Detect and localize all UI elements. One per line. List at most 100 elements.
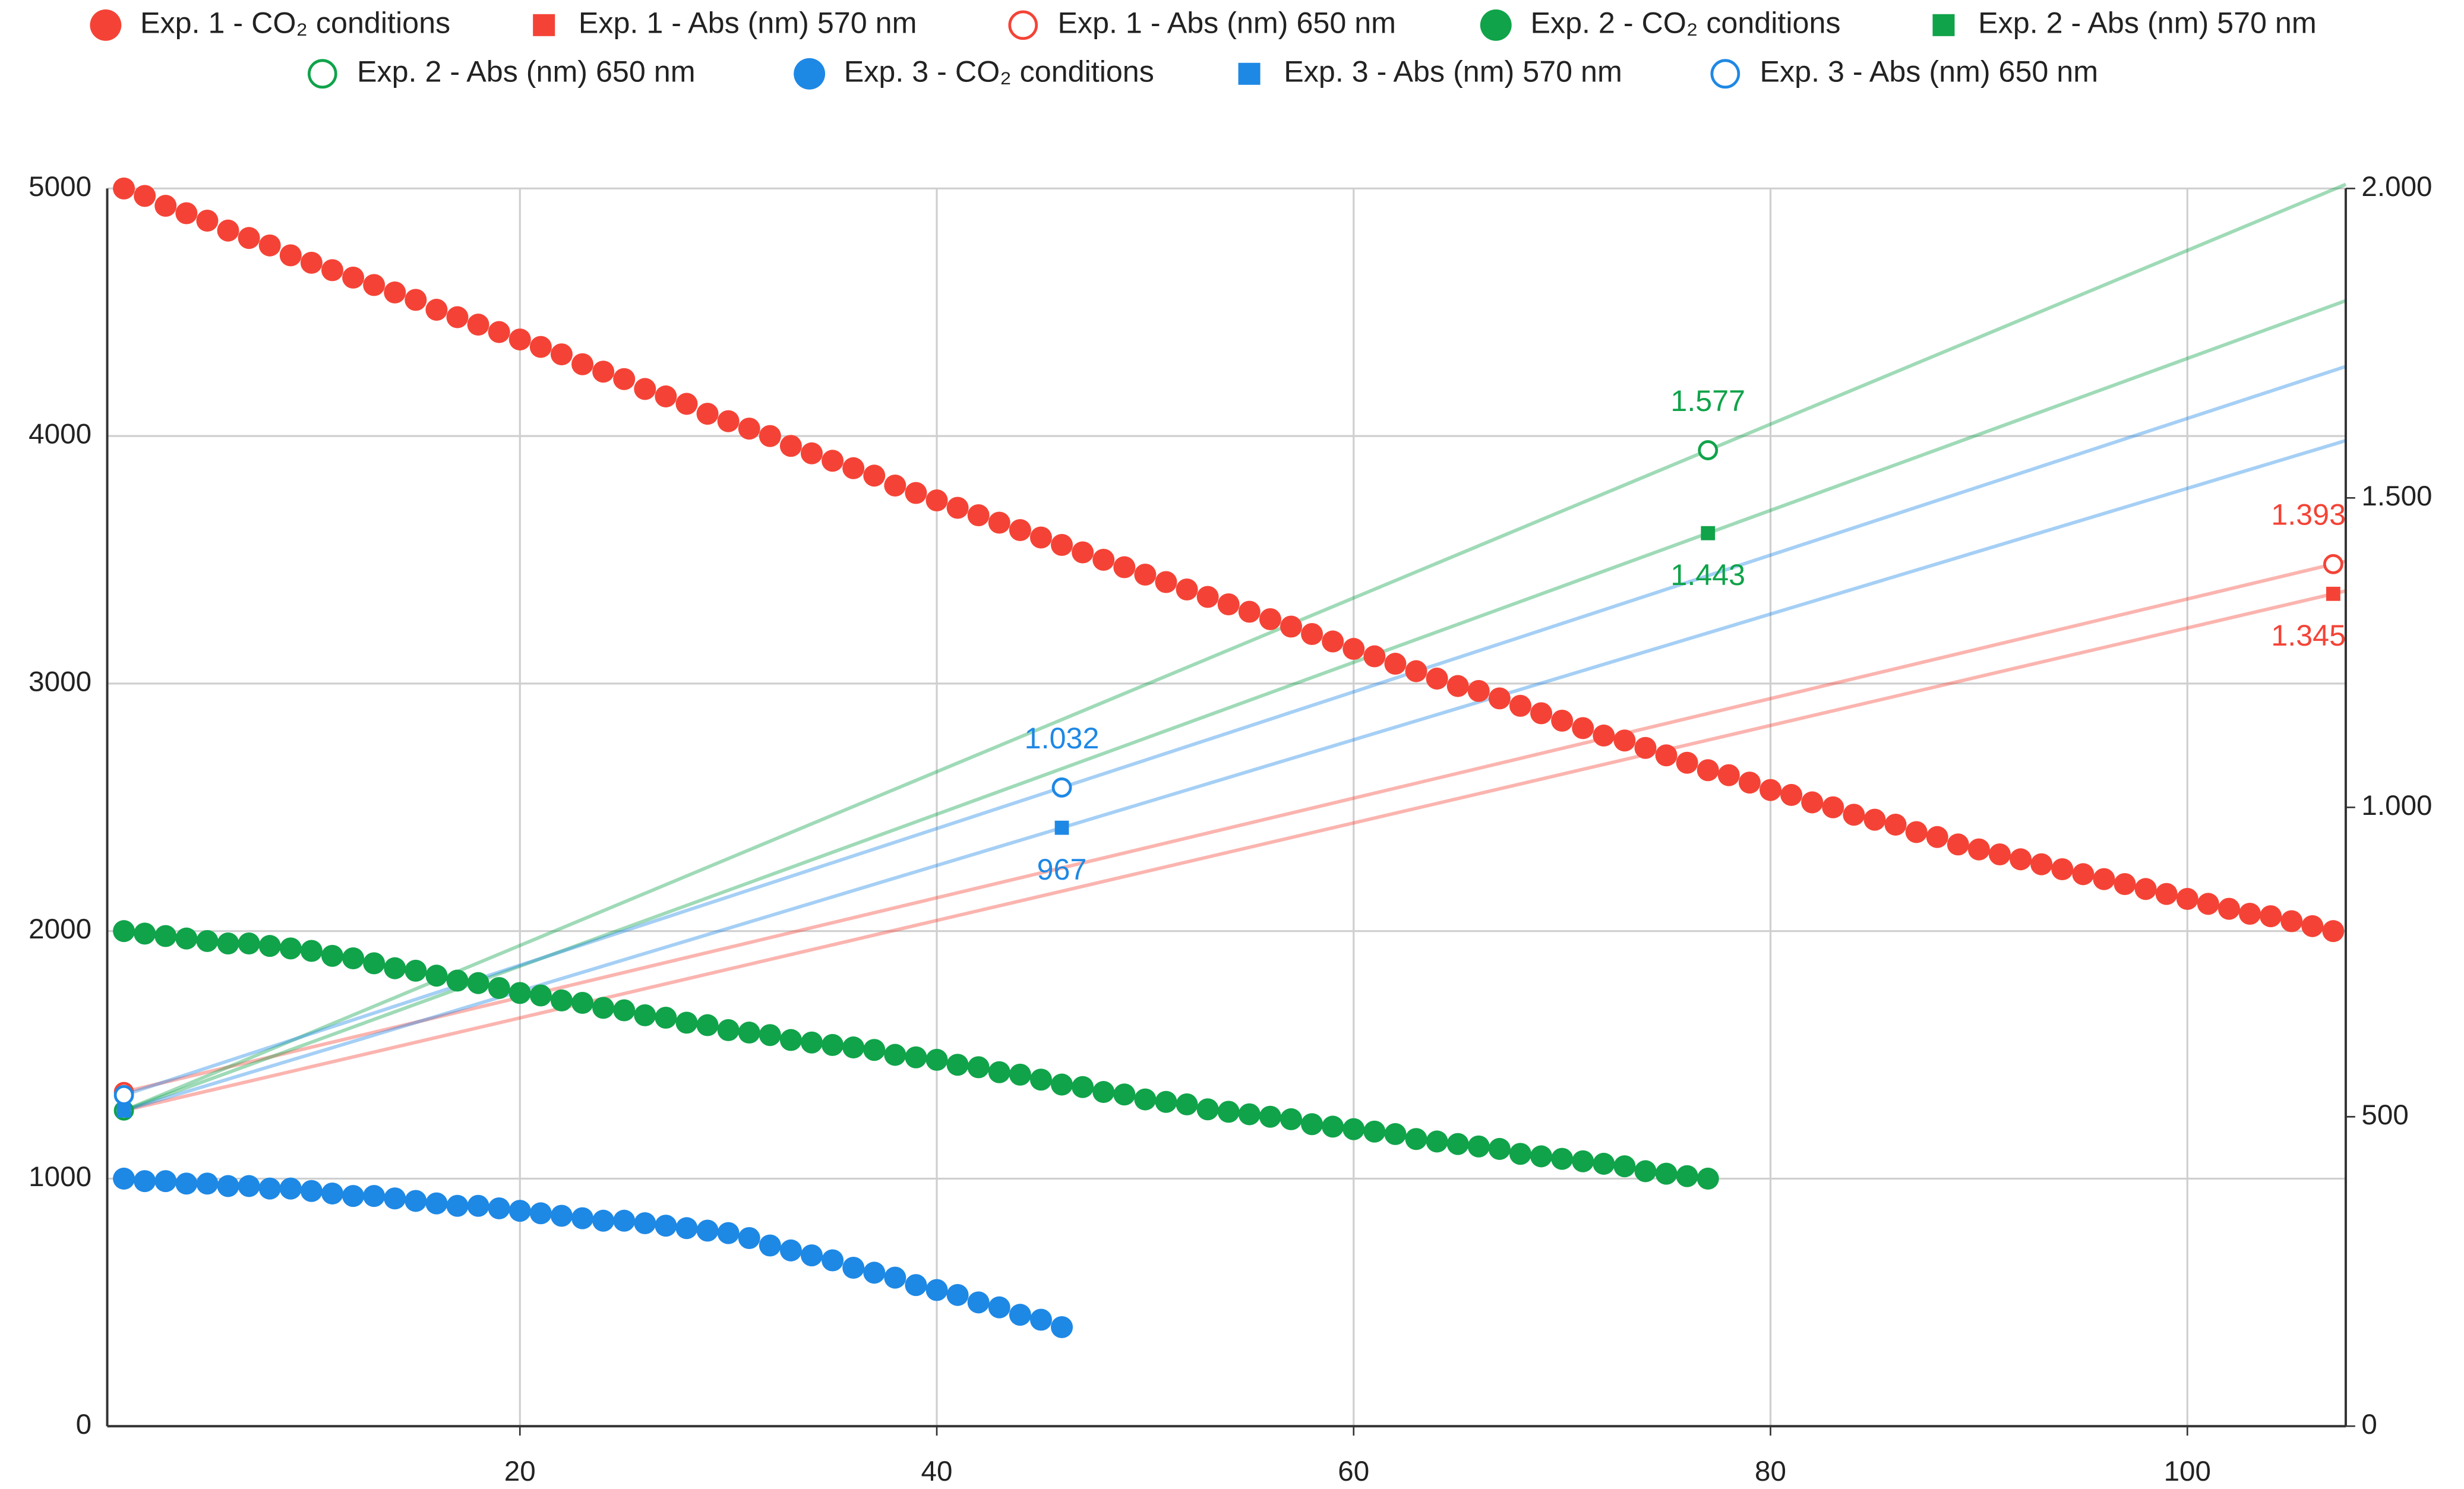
- circle-marker: [2217, 897, 2240, 920]
- circle-marker: [488, 977, 510, 1000]
- circle-marker: [1426, 668, 1448, 690]
- circle-marker: [863, 464, 886, 487]
- data-label: 1.032: [1025, 722, 1100, 755]
- x-tick-label: 80: [1755, 1456, 1786, 1487]
- legend-label: Exp. 2 - Abs (nm) 570 nm: [1978, 7, 2317, 40]
- circle-marker: [279, 244, 302, 267]
- open-circle-marker: [1698, 440, 1719, 461]
- y-tick-label: 5000: [29, 171, 91, 203]
- circle-marker: [1301, 623, 1323, 646]
- data-label: 1.443: [1670, 558, 1745, 592]
- circle-marker: [1509, 1143, 1531, 1165]
- circle-marker: [1843, 804, 1865, 826]
- circle-marker: [342, 1185, 365, 1207]
- circle-marker: [1655, 744, 1678, 767]
- circle-marker: [655, 385, 677, 407]
- circle-marker: [1342, 1118, 1365, 1140]
- open-circle-marker: [307, 59, 337, 89]
- circle-marker: [196, 930, 219, 952]
- circle-marker: [967, 1291, 990, 1314]
- circle-marker: [1446, 675, 1469, 697]
- circle-marker: [1134, 1088, 1157, 1111]
- circle-marker: [696, 1219, 719, 1242]
- circle-marker: [1217, 1101, 1240, 1123]
- circle-marker: [675, 1217, 698, 1240]
- circle-marker: [779, 1239, 802, 1262]
- circle-marker: [363, 952, 386, 975]
- circle-marker: [822, 1249, 844, 1272]
- circle-marker: [217, 1175, 239, 1197]
- y2-tick-label: 1.000: [2361, 790, 2432, 821]
- circle-marker: [196, 210, 219, 232]
- circle-marker: [884, 474, 906, 497]
- circle-marker: [1155, 1090, 1177, 1113]
- circle-marker: [1363, 1120, 1386, 1143]
- circle-marker: [779, 435, 802, 457]
- circle-marker: [1467, 679, 1490, 702]
- circle-marker: [988, 1061, 1010, 1083]
- circle-marker: [154, 1170, 177, 1193]
- circle-marker: [1051, 1073, 1073, 1096]
- circle-marker: [1634, 736, 1657, 759]
- circle-marker: [1113, 556, 1136, 578]
- circle-marker: [1322, 1115, 1344, 1138]
- circle-marker: [988, 1296, 1010, 1319]
- square-marker: [533, 14, 555, 36]
- circle-marker: [1905, 821, 1928, 843]
- circle-marker: [1988, 843, 2011, 865]
- circle-marker: [2239, 902, 2261, 925]
- circle-marker: [1738, 772, 1761, 794]
- circle-marker: [384, 1187, 406, 1210]
- y-tick-label: 4000: [29, 419, 91, 450]
- circle-marker: [2134, 878, 2157, 900]
- circle-marker: [2093, 868, 2115, 890]
- circle-marker: [238, 932, 260, 955]
- circle-marker: [613, 999, 636, 1022]
- legend-label: Exp. 3 - Abs (nm) 650 nm: [1760, 55, 2099, 88]
- circle-marker: [696, 403, 719, 425]
- circle-marker: [446, 306, 469, 328]
- circle-marker: [550, 343, 573, 366]
- circle-marker: [1634, 1160, 1657, 1183]
- circle-marker: [1509, 694, 1531, 717]
- circle-marker: [238, 1175, 260, 1197]
- circle-marker: [634, 1212, 656, 1234]
- circle-marker: [1113, 1083, 1136, 1106]
- circle-marker: [1029, 526, 1052, 549]
- circle-marker: [446, 969, 469, 992]
- circle-marker: [1655, 1162, 1678, 1185]
- circle-marker: [794, 58, 826, 90]
- y2-tick-label: 500: [2361, 1099, 2408, 1131]
- legend-label: Exp. 3 - Abs (nm) 570 nm: [1284, 55, 1622, 88]
- circle-marker: [884, 1266, 906, 1289]
- circle-marker: [967, 504, 990, 526]
- circle-marker: [2072, 863, 2095, 886]
- circle-marker: [1176, 578, 1198, 601]
- circle-marker: [467, 314, 489, 336]
- circle-marker: [384, 281, 406, 304]
- circle-marker: [655, 1215, 677, 1237]
- circle-marker: [1488, 687, 1511, 710]
- circle-marker: [613, 368, 636, 390]
- circle-marker: [1363, 645, 1386, 668]
- circle-marker: [592, 1209, 615, 1232]
- circle-marker: [300, 1180, 323, 1202]
- y2-tick-label: 1.500: [2361, 480, 2432, 512]
- y2-tick-label: 2.000: [2361, 171, 2432, 203]
- open-circle-marker: [1710, 59, 1740, 89]
- circle-marker: [1863, 808, 1886, 831]
- circle-marker: [1196, 1098, 1219, 1121]
- circle-marker: [1884, 813, 1907, 836]
- circle-marker: [1051, 1316, 1073, 1339]
- circle-marker: [529, 336, 552, 358]
- x-tick-label: 100: [2164, 1456, 2211, 1487]
- legend-label: Exp. 2 - Abs (nm) 650 nm: [357, 55, 696, 88]
- circle-marker: [1155, 571, 1177, 593]
- y-tick-label: 3000: [29, 666, 91, 697]
- circle-marker: [321, 259, 343, 282]
- circle-marker: [1967, 838, 1990, 861]
- legend-label: Exp. 1 - CO₂ conditions: [140, 7, 450, 40]
- circle-marker: [425, 299, 448, 321]
- circle-marker: [1926, 826, 1948, 848]
- circle-marker: [405, 1190, 427, 1212]
